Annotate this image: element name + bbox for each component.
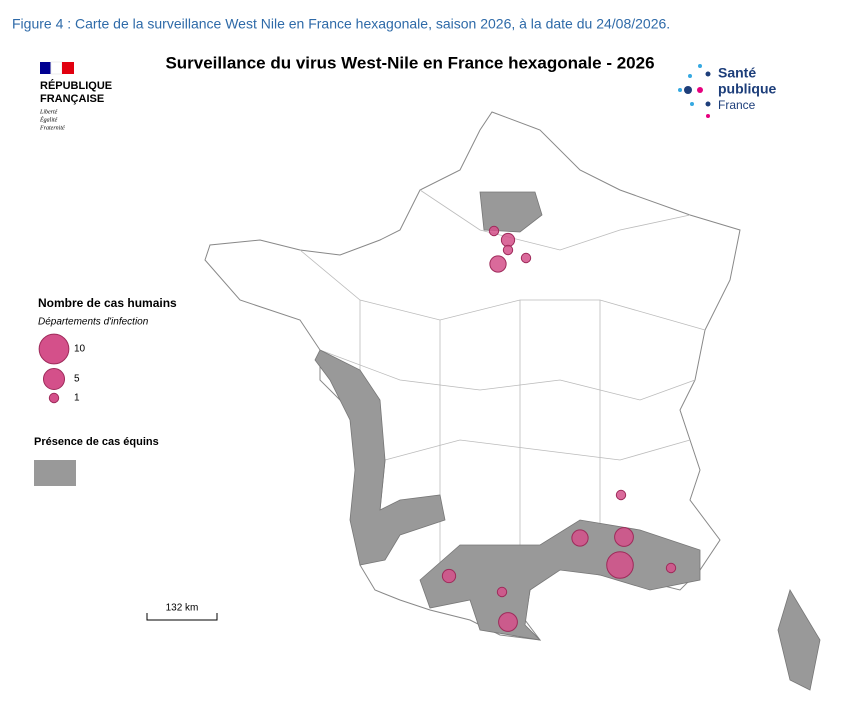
case-bubble	[500, 232, 516, 248]
republique-1: RÉPUBLIQUE	[40, 79, 112, 92]
case-bubble	[502, 244, 514, 256]
legend-size-label: 10	[74, 344, 86, 355]
case-bubble	[571, 529, 589, 547]
case-bubble	[606, 551, 634, 579]
map-title: Surveillance du virus West-Nile en Franc…	[165, 53, 654, 72]
equine-departments	[314, 191, 821, 691]
spf-3: France	[718, 98, 756, 112]
spf-2: publique	[718, 81, 777, 97]
equine-swatch	[34, 460, 76, 486]
legend-size-label: 1	[74, 393, 80, 404]
legend-size-label: 5	[74, 374, 80, 385]
motto-3: Fraternité	[39, 125, 65, 131]
case-bubble	[441, 568, 457, 584]
case-bubble	[520, 252, 532, 264]
motto-2: Égalité	[39, 115, 58, 123]
scale-bar	[146, 613, 218, 621]
case-bubbles	[441, 225, 677, 632]
case-bubble	[614, 527, 634, 547]
flag-blue	[40, 62, 51, 74]
motto-1: Liberté	[39, 109, 58, 115]
case-bubble	[496, 586, 508, 598]
flag-red	[62, 62, 74, 74]
legend-sizes: 10 5 1	[38, 333, 86, 404]
scale-label: 132 km	[166, 603, 199, 614]
legend-bubble	[42, 367, 66, 391]
caption: Figure 4 : Carte de la surveillance West…	[12, 16, 670, 32]
legend-subtitle: Départements d'infection	[38, 317, 149, 328]
legend-title: Nombre de cas humains	[38, 296, 177, 310]
flag-white	[50, 61, 63, 75]
department-borders	[299, 189, 706, 600]
case-bubble	[665, 562, 677, 574]
legend-bubble	[38, 333, 70, 365]
equine-legend-title: Présence de cas équins	[34, 436, 159, 448]
case-bubble	[498, 612, 518, 632]
case-bubble	[489, 255, 507, 273]
spf-dots	[678, 64, 711, 118]
case-bubble	[615, 489, 627, 501]
legend-bubble	[48, 392, 60, 404]
spf-1: Santé	[718, 65, 756, 81]
republique-2: FRANÇAISE	[40, 93, 104, 105]
case-bubble	[488, 225, 500, 237]
